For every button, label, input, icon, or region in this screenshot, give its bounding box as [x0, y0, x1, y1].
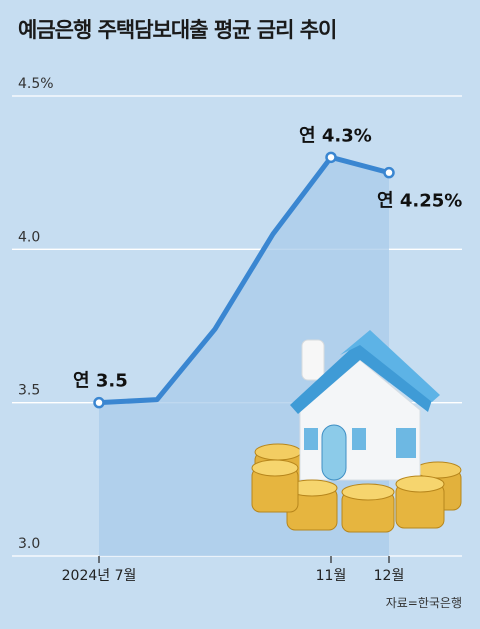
data-label: 연 4.25%	[377, 191, 462, 212]
line-layer	[93, 151, 395, 409]
data-point	[325, 151, 337, 164]
source-note: 자료=한국은행	[385, 596, 462, 610]
y-tick-label: 3.0	[18, 536, 40, 552]
data-point	[93, 396, 105, 409]
chart-title: 예금은행 주택담보대출 평균 금리 추이	[18, 18, 337, 42]
x-tick-label: 12월	[374, 568, 405, 584]
x-tick-label: 11월	[316, 568, 347, 584]
y-tick-label: 4.5%	[18, 76, 54, 92]
y-tick-label: 4.0	[18, 229, 40, 245]
data-label-layer: 연 3.5 연 4.3% 연 4.25%	[73, 125, 462, 391]
data-label: 연 3.5	[73, 371, 128, 392]
x-tick-label: 2024년 7월	[62, 568, 137, 584]
data-label: 연 4.3%	[299, 125, 372, 146]
tick-label-layer: 4.5% 4.0 3.5 3.0 2024년 7월 11월 12월	[18, 76, 404, 584]
series-line	[96, 154, 392, 406]
house-coins-illustration	[251, 330, 462, 533]
y-tick-label: 3.5	[18, 383, 40, 399]
data-point	[383, 166, 395, 179]
